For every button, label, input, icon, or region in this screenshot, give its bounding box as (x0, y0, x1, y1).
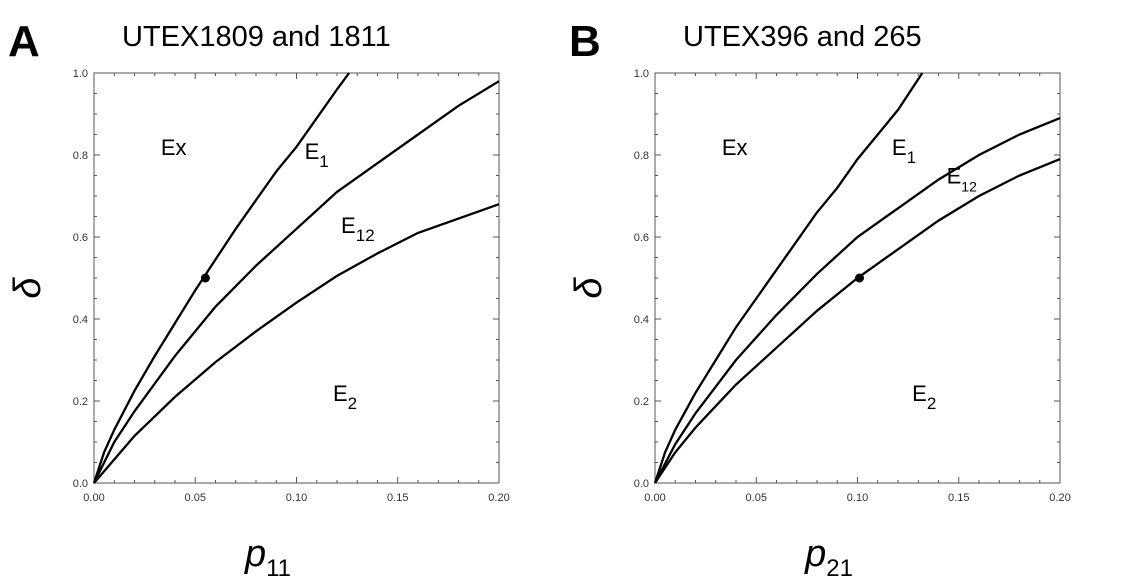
y-tick-label: 0.8 (73, 150, 88, 162)
y-tick-label: 0.2 (634, 396, 649, 408)
boundary-curve-3 (654, 158, 1061, 484)
region-label-sub: 2 (927, 394, 936, 413)
y-axis-label: δ (568, 277, 610, 299)
y-tick-label: 0.6 (634, 232, 649, 244)
y-tick-label: 0.8 (634, 150, 649, 162)
x-axis-label-main: p (804, 533, 826, 575)
x-axis-label-sub: 21 (826, 555, 853, 582)
data-point (855, 273, 865, 283)
data-point (200, 273, 210, 283)
region-label-sub: 1 (319, 152, 328, 171)
region-label-sub: 1 (907, 148, 916, 167)
x-axis-label-sub: 11 (266, 555, 291, 582)
x-tick-label: 0.20 (488, 492, 509, 504)
boundary-curve-2 (92, 80, 500, 484)
x-tick-label: 0.15 (948, 492, 969, 504)
region-label-main: E (341, 213, 356, 238)
chart-panel-b: B UTEX396 and 265 0.00 0.05 0.10 0.15 0.20 0.0 0… (561, 0, 1122, 583)
region-label: E1 (305, 139, 329, 171)
region-label: E12 (947, 164, 977, 195)
boundary-curve-1 (92, 72, 351, 484)
region-label-sub: 2 (348, 394, 357, 413)
x-tick-label: 0.05 (185, 492, 206, 504)
y-tick-label: 0.4 (73, 314, 88, 326)
y-tick-label: 0.0 (634, 478, 649, 490)
x-tick-label: 0.10 (847, 492, 868, 504)
chart-b-svg: B UTEX396 and 265 0.00 0.05 0.10 0.15 0.20 0.0 0… (568, 17, 1071, 582)
plot-frame (93, 72, 500, 484)
region-label-sub: 12 (961, 179, 977, 195)
boundary-curve-3 (93, 203, 500, 484)
panel-label: A (8, 17, 40, 66)
region-label: E2 (912, 381, 936, 413)
x-tick-label: 0.00 (83, 492, 104, 504)
x-tick-label: 0.00 (644, 492, 665, 504)
y-axis-label: δ (7, 277, 49, 299)
y-tick-label: 0.4 (634, 314, 649, 326)
x-tick-label: 0.10 (286, 492, 307, 504)
region-label: Ex (722, 135, 748, 160)
region-label-sub: 12 (356, 226, 375, 245)
chart-title: UTEX396 and 265 (683, 21, 922, 53)
region-label: E12 (341, 213, 375, 245)
region-label-main: E (892, 135, 907, 160)
region-label: E2 (333, 381, 357, 413)
x-tick-label: 0.15 (387, 492, 408, 504)
x-tick-label: 0.20 (1049, 492, 1070, 504)
x-axis-label: p21 (804, 533, 853, 582)
region-label: E1 (892, 135, 916, 167)
panel-label: B (569, 17, 601, 66)
region-label-main: E (947, 164, 962, 189)
boundary-curve-2 (653, 117, 1061, 484)
y-tick-label: 1.0 (634, 68, 649, 80)
boundary-curve-1 (653, 72, 924, 484)
chart-a-svg: A UTEX1809 and 1811 0.00 0.05 0.10 0.15 0.20 0.… (7, 17, 510, 582)
region-label-main: E (305, 139, 320, 164)
region-label-main: Ex (722, 135, 748, 160)
region-label: Ex (161, 135, 187, 160)
y-tick-label: 1.0 (73, 68, 88, 80)
region-label-main: E (333, 381, 348, 406)
chart-title: UTEX1809 and 1811 (122, 21, 391, 53)
x-axis-label: p11 (244, 533, 291, 582)
y-tick-label: 0.0 (73, 478, 88, 490)
region-label-main: E (912, 381, 927, 406)
chart-panel-a: A UTEX1809 and 1811 0.00 0.05 0.10 0.15 0.20 0.… (7, 17, 510, 582)
region-label-main: Ex (161, 135, 187, 160)
y-tick-label: 0.2 (73, 396, 88, 408)
x-axis-label-main: p (244, 533, 266, 575)
x-tick-label: 0.05 (746, 492, 767, 504)
y-tick-label: 0.6 (73, 232, 88, 244)
